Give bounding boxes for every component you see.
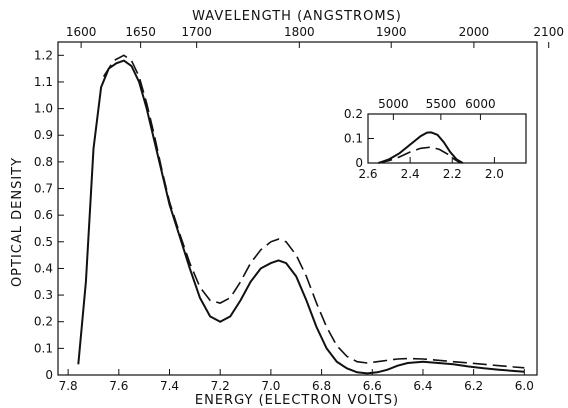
inset-series-solid-line	[378, 131, 464, 164]
main-series-solid-line	[77, 59, 525, 375]
main-top-tick-label: 1600	[66, 25, 97, 39]
inset-top-tick-label: 5000	[378, 97, 409, 111]
main-y-tick-label: 0.6	[34, 208, 53, 222]
inset-x-tick-label: 2.0	[485, 167, 504, 181]
main-top-tick-label: 2000	[459, 25, 490, 39]
main-y-tick-label: 0.3	[34, 288, 53, 302]
main-y-tick-label: 0.4	[34, 261, 53, 275]
top-axis-title: WAVELENGTH (ANGSTROMS)	[192, 9, 402, 24]
x-axis-title: ENERGY (ELECTRON VOLTS)	[195, 393, 399, 408]
inset-y-tick-label: 0.1	[344, 132, 363, 146]
inset-x-tick-label: 2.2	[443, 167, 462, 181]
inset-y-tick-label: 0	[355, 156, 363, 170]
main-y-tick-label: 1.2	[34, 48, 53, 62]
main-y-tick-label: 0.5	[34, 235, 53, 249]
inset-y-tick-label: 0.2	[344, 107, 363, 121]
main-top-tick-label: 1800	[284, 25, 315, 39]
main-top-tick-label: 1900	[376, 25, 407, 39]
main-x-tick-label: 7.2	[211, 379, 230, 393]
main-x-tick-label: 6.8	[312, 379, 331, 393]
inset-top-tick-label: 5500	[426, 97, 457, 111]
main-y-tick-label: 0.9	[34, 128, 53, 142]
inset-series-dashed-line	[378, 146, 462, 164]
main-top-tick-label: 1700	[181, 25, 212, 39]
main-y-tick-label: 0.8	[34, 155, 53, 169]
main-x-tick-label: 7.8	[59, 379, 78, 393]
main-x-tick-label: 6.4	[413, 379, 432, 393]
main-series-dashed-line	[102, 54, 525, 369]
inset-plot: 2.6 2.4 2.2 2.0 0 0.1 0.2 5000 5500 6000	[344, 97, 527, 181]
main-x-tick-label: 6.0	[515, 379, 534, 393]
main-y-tick-label: 0.2	[34, 315, 53, 329]
main-x-tick-label: 6.2	[464, 379, 483, 393]
inset-top-tick-label: 6000	[465, 97, 496, 111]
main-top-tick-label: 1650	[125, 25, 156, 39]
main-plot: 7.8 7.6 7.4 7.2 7.0 6.8 6.6 6.4 6.2 6.0 0 0.1 0.2 0.3…	[34, 25, 564, 393]
main-x-tick-label: 7.6	[109, 379, 128, 393]
main-x-tick-label: 7.4	[160, 379, 179, 393]
inset-x-tick-label: 2.4	[401, 167, 420, 181]
main-y-tick-label: 1.0	[34, 102, 53, 116]
main-x-tick-label: 7.0	[261, 379, 280, 393]
main-x-tick-label: 6.6	[363, 379, 382, 393]
main-top-tick-label: 2100	[533, 25, 564, 39]
main-y-tick-label: 1.1	[34, 75, 53, 89]
inset-x-tick-label: 2.6	[358, 167, 377, 181]
main-y-tick-label: 0.1	[34, 341, 53, 355]
main-y-tick-label: 0.7	[34, 182, 53, 196]
main-y-tick-label: 0	[45, 368, 53, 382]
main-plot-frame	[57, 41, 538, 376]
y-axis-title: OPTICAL DENSITY	[10, 157, 25, 287]
